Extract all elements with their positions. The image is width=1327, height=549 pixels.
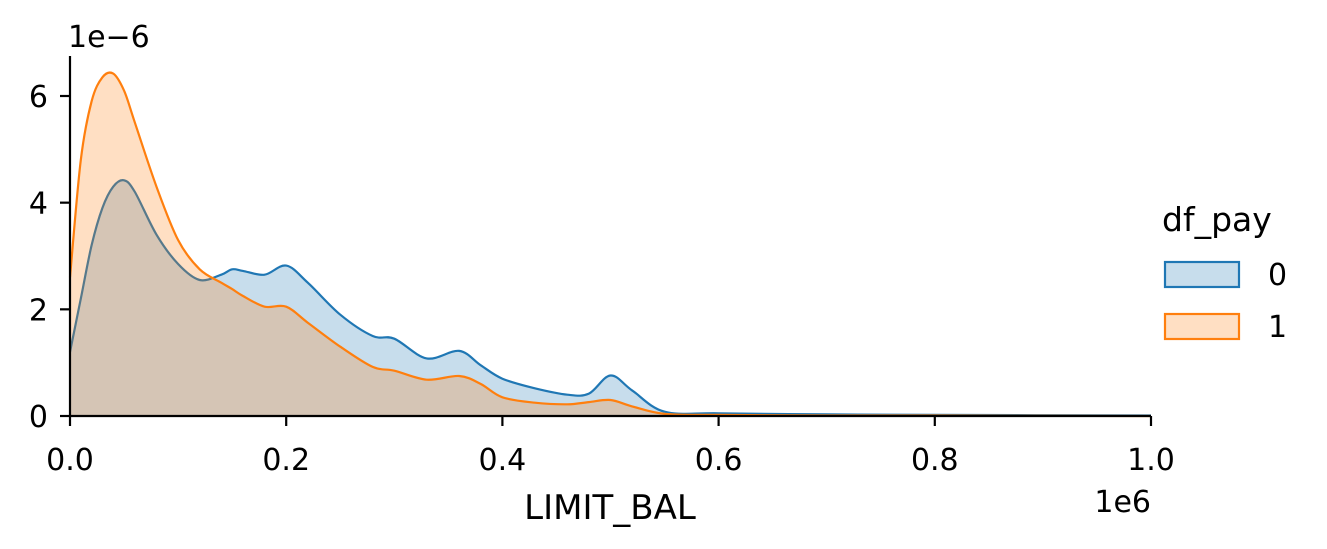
- legend-items: 01: [1163, 258, 1287, 345]
- density-areas: [68, 71, 1152, 418]
- y-tick-label: 4: [29, 187, 48, 222]
- x-tick-label: 0.2: [262, 443, 310, 478]
- x-tick-label: 0.8: [911, 443, 959, 478]
- x-axis-title: LIMIT_BAL: [524, 488, 696, 528]
- axes: [68, 56, 1151, 418]
- legend-label-0: 0: [1268, 258, 1287, 293]
- y-ticks: 0 2 4 6: [29, 80, 70, 435]
- x-tick-label: 0.0: [46, 443, 94, 478]
- legend: df_pay 01: [1162, 200, 1287, 345]
- legend-label-1: 1: [1268, 310, 1287, 345]
- x-tick-label: 1.0: [1127, 443, 1175, 478]
- y-tick-label: 6: [29, 80, 48, 115]
- y-offset-label: 1e−6: [68, 20, 150, 55]
- y-tick-label: 0: [29, 400, 48, 435]
- legend-swatch-1: [1163, 312, 1241, 341]
- density-line-0: [68, 179, 1152, 417]
- legend-swatch-0: [1163, 260, 1241, 289]
- legend-title: df_pay: [1162, 200, 1272, 239]
- x-tick-label: 0.4: [479, 443, 527, 478]
- x-ticks: 0.0 0.2 0.4 0.6 0.8 1.0: [46, 416, 1175, 478]
- density-area-0: [70, 180, 1151, 416]
- density-area-1: [70, 72, 1151, 416]
- density-line-1: [68, 71, 1152, 418]
- x-offset-label: 1e6: [1094, 485, 1151, 520]
- x-tick-label: 0.6: [695, 443, 743, 478]
- y-tick-label: 2: [29, 293, 48, 328]
